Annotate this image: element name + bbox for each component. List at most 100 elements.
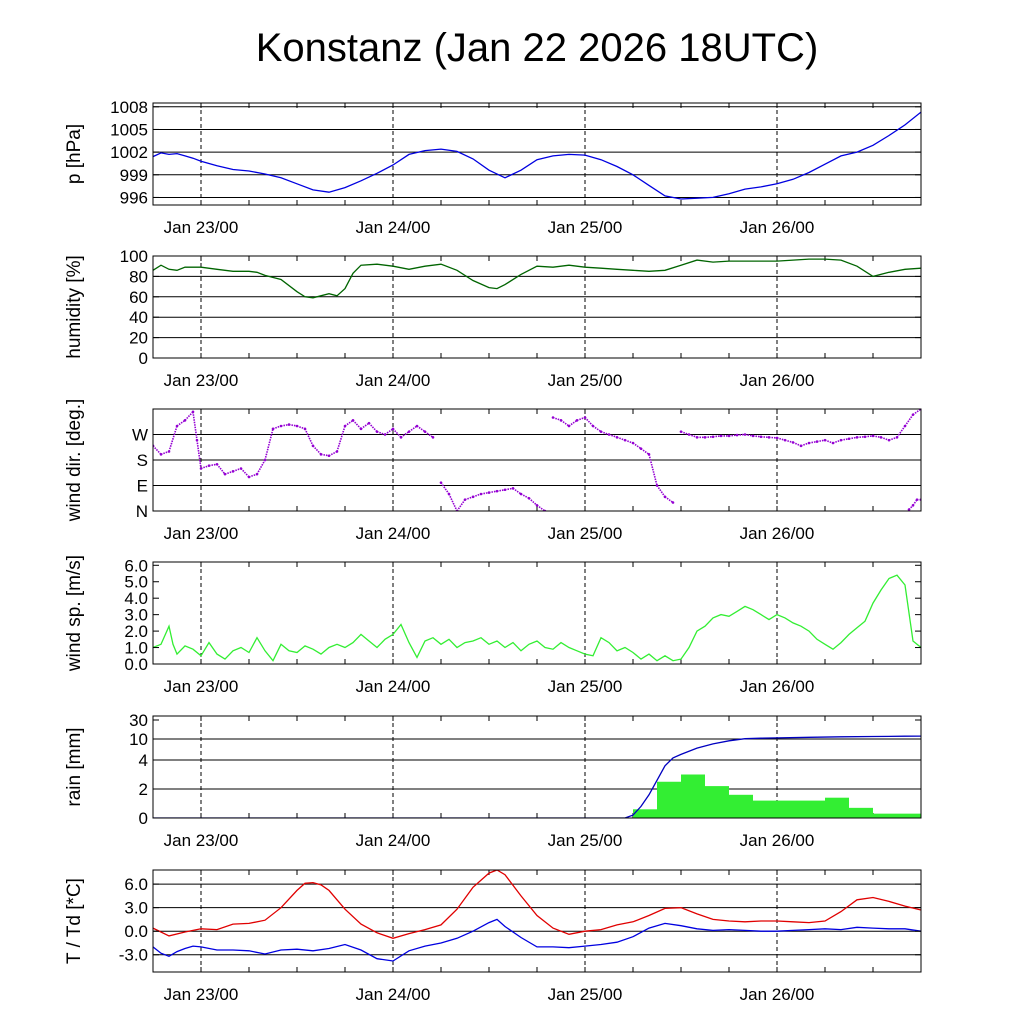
wind-dir-segment [336, 425, 346, 452]
x-tick-label: Jan 23/00 [164, 371, 239, 390]
wind-dir-segment [776, 437, 786, 441]
rain-bar [729, 794, 753, 818]
wind-dir-segment [232, 467, 242, 473]
x-tick-label: Jan 24/00 [356, 985, 431, 1004]
wind-dir-segment [200, 464, 210, 470]
wind-dir-segment [288, 423, 298, 427]
wind-dir-segment [176, 419, 186, 427]
rain-bar [825, 797, 849, 818]
wind-dir-segment [160, 450, 170, 456]
wind-dir-segment [424, 431, 434, 438]
y-tick-label: 30 [129, 711, 148, 730]
wind-dir-segment [552, 416, 562, 422]
wind-dir-segment [312, 445, 322, 455]
y-tick-label: 3.0 [124, 606, 148, 625]
y-tick-label: 60 [129, 288, 148, 307]
x-tick-label: Jan 26/00 [740, 524, 815, 543]
x-tick-label: Jan 24/00 [356, 218, 431, 237]
wind-dir-segment [240, 467, 250, 478]
x-tick-label: Jan 25/00 [548, 218, 623, 237]
wind-dir-segment [848, 436, 858, 440]
series-dir-late [907, 498, 921, 511]
wind-dir-segment [768, 436, 778, 439]
wind-dir-segment [880, 436, 890, 441]
wind-dir-segment [320, 453, 330, 457]
wind-dir-segment [264, 428, 274, 461]
x-tick-label: Jan 26/00 [740, 677, 815, 696]
wind-dir-segment [568, 419, 578, 427]
wind-dir-segment [256, 459, 266, 475]
wind-dir-segment [616, 436, 626, 441]
wind-dir-segment [480, 491, 490, 495]
wind-dir-segment [808, 440, 818, 444]
wind-dir-segment [368, 422, 378, 433]
rain-bar [705, 786, 729, 818]
wind-dir-segment [472, 493, 482, 498]
y-axis-label: p [hPa] [64, 124, 85, 184]
wind-dir-segment [872, 435, 882, 439]
wind-dir-segment [456, 499, 466, 511]
wind-dir-segment [712, 435, 722, 438]
series-line-cumulative [153, 735, 921, 818]
x-tick-label: Jan 25/00 [548, 985, 623, 1004]
x-tick-label: Jan 25/00 [548, 371, 623, 390]
y-tick-label: 20 [129, 329, 148, 348]
wind-dir-segment [912, 409, 921, 416]
wind-dir-segment [864, 435, 874, 438]
x-tick-label: Jan 25/00 [548, 831, 623, 850]
wind-dir-segment [248, 473, 258, 478]
panel-frame [152, 869, 922, 973]
panel-frame [152, 715, 922, 819]
y-tick-label: 6.0 [124, 875, 148, 894]
y-tick-label: 4 [139, 751, 148, 770]
rain-bar [753, 800, 777, 818]
x-tick-label: Jan 25/00 [548, 524, 623, 543]
y-tick-label: 5.0 [124, 573, 148, 592]
x-tick-label: Jan 23/00 [164, 831, 239, 850]
wind-dir-segment [752, 435, 762, 438]
wind-dir-segment [528, 497, 538, 506]
wind-dir-segment [416, 425, 426, 433]
wind-dir-segment [908, 504, 914, 511]
wind-dir-segment [744, 433, 754, 437]
wind-dir-segment [536, 504, 546, 511]
wind-dir-segment [632, 442, 642, 450]
series-line-rh [153, 258, 921, 299]
wind-dir-segment [512, 487, 522, 495]
y-axis-label: wind dir. [deg.] [64, 399, 85, 523]
y-tick-label: 996 [120, 188, 148, 207]
panel-frame [152, 255, 922, 359]
y-tick-label: 80 [129, 267, 148, 286]
y-tick-label: 4.0 [124, 589, 148, 608]
wind-dir-segment [680, 430, 690, 436]
wind-dir-segment [224, 470, 234, 475]
rain-bar [633, 809, 657, 818]
wind-dir-segment [464, 496, 474, 501]
y-tick-label: 1005 [110, 120, 148, 139]
wind-dir-segment [344, 419, 354, 427]
wind-dir-segment [584, 416, 594, 427]
x-tick-label: Jan 25/00 [548, 677, 623, 696]
wind-dir-segment [392, 428, 402, 438]
wind-dir-point [671, 501, 675, 504]
wind-dir-segment [608, 433, 618, 439]
wind-dir-segment [384, 428, 394, 436]
x-tick-label: Jan 23/00 [164, 677, 239, 696]
wind-dir-segment [352, 419, 362, 430]
y-tick-label: 999 [120, 166, 148, 185]
y-tick-label: 0.0 [124, 655, 148, 674]
y-tick-label: N [136, 502, 148, 521]
wind-dir-segment [800, 442, 810, 447]
wind-dir-segment [624, 439, 634, 444]
wind-dir-segment [196, 440, 202, 469]
wind-dir-segment [856, 435, 866, 439]
series-dir [153, 409, 921, 511]
x-tick-label: Jan 24/00 [356, 677, 431, 696]
wind-dir-segment [488, 490, 498, 494]
wind-dir-segment [664, 496, 674, 504]
x-tick-label: Jan 23/00 [164, 524, 239, 543]
y-tick-label: 10 [129, 730, 148, 749]
wind-dir-segment [792, 441, 802, 447]
y-axis-label: T / Td [*C] [64, 878, 85, 964]
y-tick-label: E [137, 477, 148, 496]
